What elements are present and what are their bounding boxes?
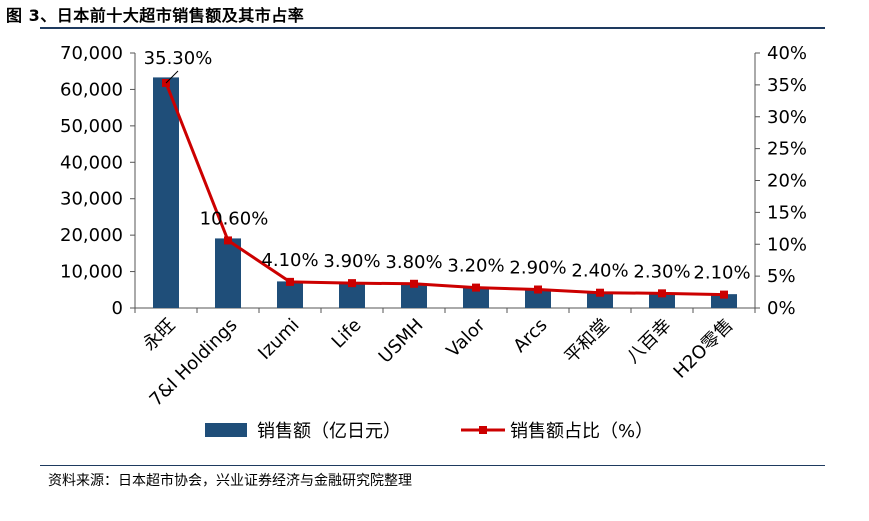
data-label: 2.90% <box>509 258 566 279</box>
x-axis-category-label: 八百幸 <box>623 315 676 368</box>
right-y-axis: 0% 5% 10% 15% 20% 25% 30% 35% 40% <box>754 43 807 319</box>
share-line-marker <box>410 279 418 288</box>
data-label: 2.10% <box>693 263 750 284</box>
source-note: 资料来源：日本超市协会，兴业证券经济与金融研究院整理 <box>48 473 412 489</box>
bar <box>463 286 489 308</box>
right-axis-tick-label: 30% <box>767 107 807 128</box>
data-label: 2.40% <box>571 261 628 282</box>
bar <box>711 294 737 308</box>
x-axis-category-label: 平和堂 <box>561 315 614 368</box>
x-axis: 永旺7&I Holdings Izumi Life USMH Valor Arcs 平和堂八… <box>134 307 756 411</box>
legend-bar-label: 销售额（亿日元） <box>257 421 401 442</box>
left-y-axis: 0 10,000 20,000 30,000 40,000 50,000 60,000 70,… <box>60 43 136 319</box>
data-label: 35.30% <box>144 48 213 69</box>
right-axis-tick-label: 25% <box>767 139 807 160</box>
left-axis-tick-label: 50,000 <box>60 116 123 137</box>
x-axis-category-label: Valor <box>443 314 490 361</box>
bar-series <box>153 77 737 309</box>
share-line-marker <box>534 285 542 294</box>
bar <box>153 77 179 309</box>
x-axis-category-label: 永旺 <box>139 315 179 355</box>
left-axis-tick-label: 20,000 <box>60 225 123 246</box>
source-rule <box>40 465 825 466</box>
share-line-marker <box>286 277 294 286</box>
right-axis-tick-label: 5% <box>767 266 796 287</box>
left-axis-tick-label: 70,000 <box>60 43 123 64</box>
bar <box>525 289 551 308</box>
x-axis-category-label: H2O零售 <box>670 315 738 383</box>
share-line-marker <box>720 290 728 299</box>
data-label: 3.80% <box>385 252 442 273</box>
figure-title: 图 3、日本前十大超市销售额及其市占率 <box>6 6 305 25</box>
right-axis-tick-label: 15% <box>767 202 807 223</box>
data-label: 3.90% <box>323 251 380 272</box>
legend-bar-swatch <box>205 423 247 437</box>
left-axis-tick-label: 40,000 <box>60 152 123 173</box>
left-axis-tick-label: 10,000 <box>60 262 123 283</box>
data-label: 10.60% <box>200 208 269 229</box>
x-axis-category-label: Izumi <box>254 315 303 364</box>
data-label: 3.20% <box>447 256 504 277</box>
left-axis-tick-label: 60,000 <box>60 79 123 100</box>
bar <box>587 292 613 308</box>
share-line-marker <box>348 279 356 288</box>
share-line-marker <box>658 289 666 298</box>
right-axis-tick-label: 35% <box>767 75 807 96</box>
data-label: 2.30% <box>633 261 690 282</box>
share-line-marker <box>224 236 232 245</box>
legend-line-marker <box>479 426 487 434</box>
left-axis-tick-label: 0 <box>112 298 123 319</box>
x-axis-category-label: USMH <box>375 315 428 368</box>
x-axis-category-label: Life <box>328 315 366 353</box>
data-labels: 35.30% 10.60% 4.10% 3.90% 3.80% 3.20% 2.90% 2.4… <box>144 48 751 284</box>
bar <box>215 238 241 308</box>
legend-line-label: 销售额占比（%） <box>510 421 653 442</box>
right-axis-tick-label: 0% <box>767 298 796 319</box>
right-axis-tick-label: 20% <box>767 171 807 192</box>
share-line-marker <box>596 288 604 297</box>
bar <box>649 293 675 308</box>
share-line <box>164 82 725 297</box>
right-axis-tick-label: 10% <box>767 234 807 255</box>
x-axis-category-label: Arcs <box>509 315 551 357</box>
legend: 销售额（亿日元） 销售额占比（%） <box>205 421 653 442</box>
data-label: 4.10% <box>261 250 318 271</box>
data-label-leader <box>165 70 179 84</box>
right-axis-tick-label: 40% <box>767 43 807 64</box>
title-rule <box>40 27 825 29</box>
left-axis-tick-label: 30,000 <box>60 189 123 210</box>
share-line-marker <box>472 283 480 292</box>
